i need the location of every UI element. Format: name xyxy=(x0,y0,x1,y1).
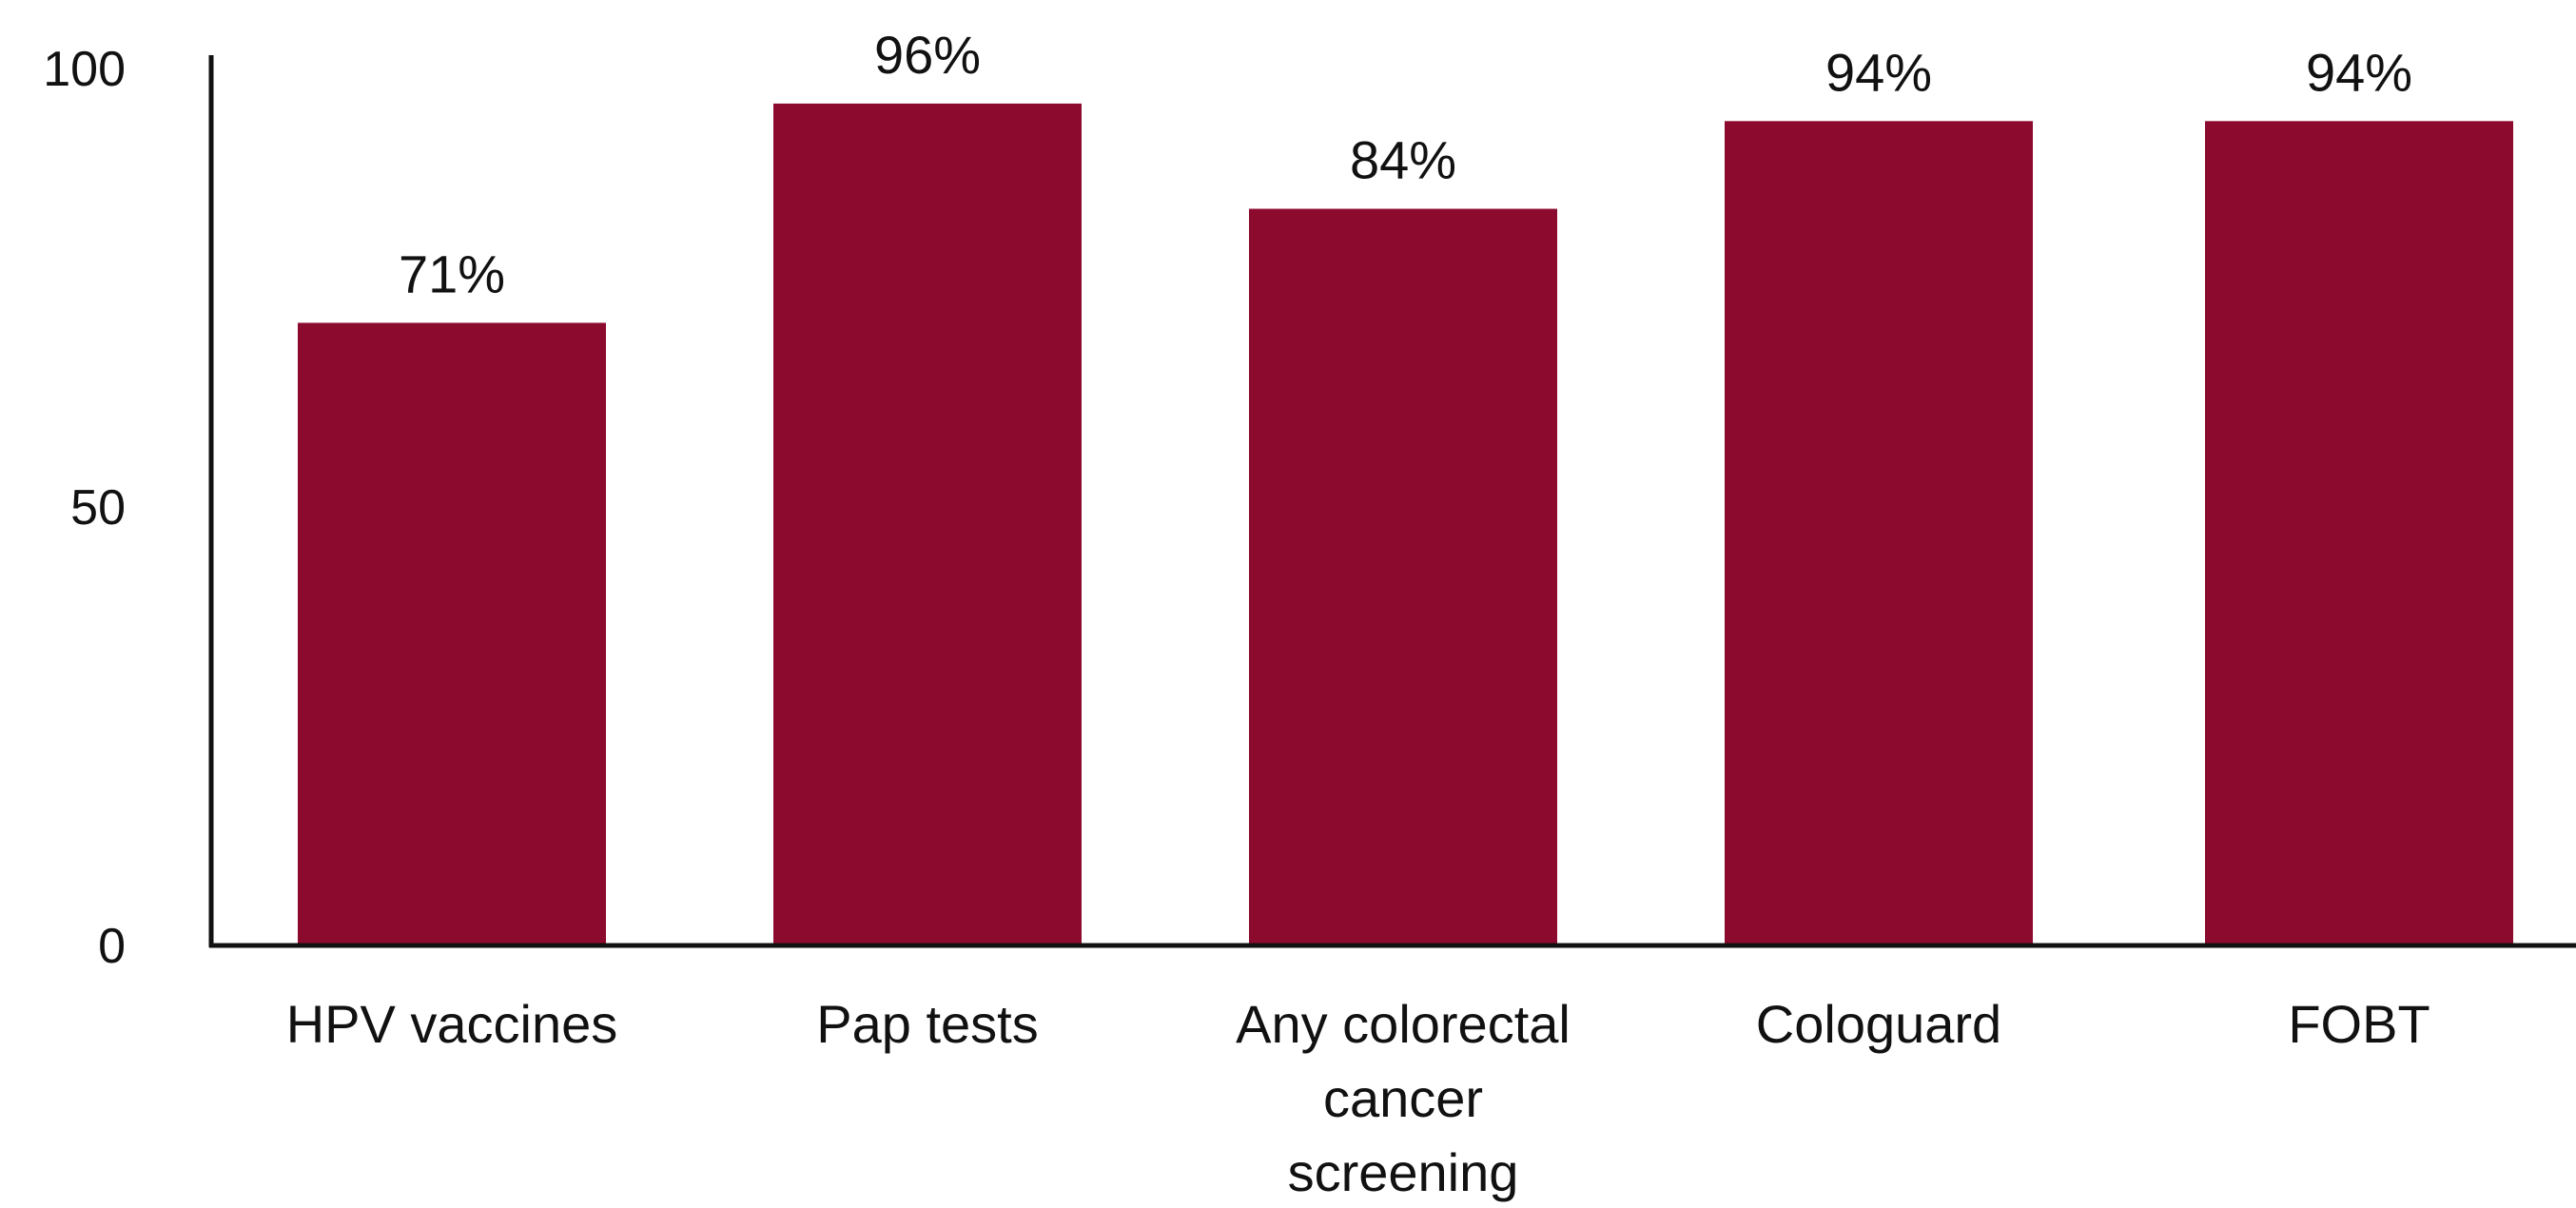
category-label: Cologuard xyxy=(1756,994,2001,1054)
category-label: Any colorectal xyxy=(1236,994,1571,1054)
category-label: Pap tests xyxy=(816,994,1038,1054)
category-label: screening xyxy=(1288,1142,1519,1202)
y-tick-label: 50 xyxy=(70,480,126,536)
bar xyxy=(2205,121,2513,945)
category-label: cancer xyxy=(1323,1068,1483,1128)
y-tick-label: 100 xyxy=(43,42,126,97)
bar-value-label: 94% xyxy=(1825,42,1932,102)
bar xyxy=(1249,209,1557,945)
bars-layer xyxy=(298,104,2513,945)
category-label: FOBT xyxy=(2288,994,2430,1054)
bar-value-label: 84% xyxy=(1350,130,1456,190)
y-tick-labels: 0 50 100 xyxy=(43,42,126,974)
bar xyxy=(1725,121,2033,945)
category-labels: HPV vaccines Pap tests Any colorectal cance… xyxy=(286,994,2430,1202)
bar-value-label: 71% xyxy=(399,244,505,303)
y-tick-label: 0 xyxy=(98,919,126,974)
category-label: HPV vaccines xyxy=(286,994,618,1054)
bar-value-label: 94% xyxy=(2306,42,2412,102)
bar xyxy=(773,104,1082,945)
bar-value-label: 96% xyxy=(874,25,981,85)
bar xyxy=(298,322,606,945)
